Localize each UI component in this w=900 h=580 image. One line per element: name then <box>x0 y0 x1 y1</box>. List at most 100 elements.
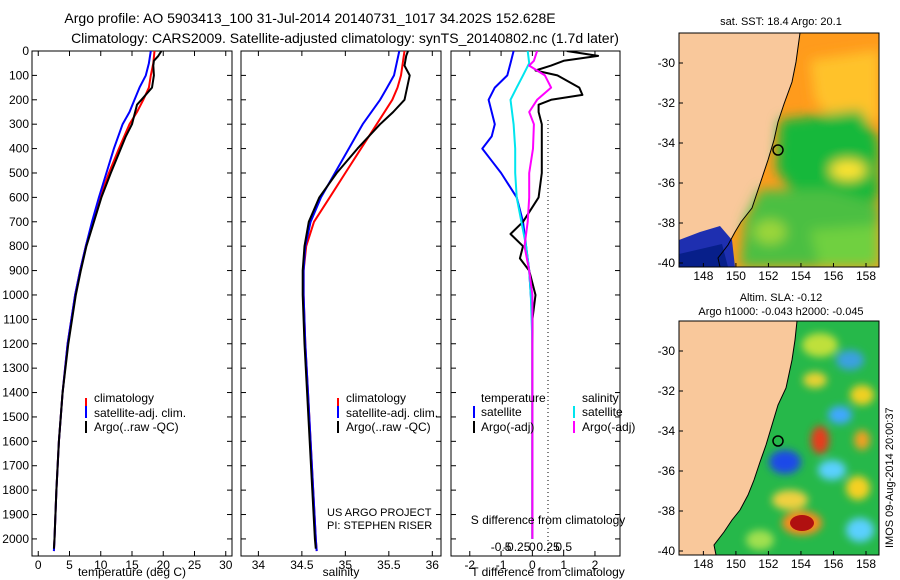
lat-tick-label: -32 <box>658 96 676 110</box>
legend-temperature-header: temperature <box>481 391 546 405</box>
x-tick-label: 0 <box>35 558 42 572</box>
depth-tick-label: 500 <box>9 166 29 180</box>
depth-tick-label: 200 <box>9 93 29 107</box>
difference-lines <box>481 51 600 539</box>
sla-high-anomaly <box>790 515 814 531</box>
lon-tick-label: 156 <box>823 269 843 283</box>
lat-tick-label: -40 <box>658 544 676 558</box>
depth-tick-label: 1800 <box>2 483 29 497</box>
lon-tick-label: 150 <box>726 269 746 283</box>
legend-t-satellite: satellite <box>481 405 522 419</box>
x-tick-label: 34.5 <box>290 558 314 572</box>
salinity-ticks: 34 34.5 35 35.5 36 <box>241 50 441 572</box>
imos-timestamp: IMOS 09-Aug-2014 20:00:37 <box>884 407 896 548</box>
depth-tick-labels: 0 100 200 300 400 500 600 700 800 900 1000 1100 1200… <box>2 44 29 546</box>
legend-t-argo: Argo(-adj) <box>481 420 534 434</box>
x-tick-label: 0 <box>529 558 536 572</box>
depth-tick-label: 1400 <box>2 386 29 400</box>
salinity-xlabel: salinity <box>323 565 360 579</box>
lat-tick-label: -40 <box>658 256 676 270</box>
depth-tick-label: 800 <box>9 239 29 253</box>
x-tick-label: -1 <box>496 558 507 572</box>
difference-ticks: -2 -1 0 1 2-0.5-0.250 0.250.5 <box>451 50 620 572</box>
temperature-legend: climatology satellite-adj. clim. Argo(..… <box>85 391 186 434</box>
depth-tick-label: 300 <box>9 117 29 131</box>
argo-marker <box>772 435 784 447</box>
lon-tick-label: 158 <box>856 557 876 571</box>
x-tick-label: 20 <box>157 558 171 572</box>
x-tick-label: 25 <box>188 558 202 572</box>
lat-tick-label: -34 <box>658 424 676 438</box>
difference-axes-frame <box>450 50 621 557</box>
lat-tick-label: -38 <box>658 504 676 518</box>
x-tick-label: 36 <box>426 558 440 572</box>
x-tick-label: 30 <box>219 558 233 572</box>
temperature-xlabel: temperature (deg C) <box>78 565 186 579</box>
legend-argo: Argo(..raw -QC) <box>94 420 179 434</box>
x-tick-label: 5 <box>66 558 73 572</box>
project-annotation: US ARGO PROJECT <box>327 507 432 519</box>
difference-legend: temperature salinity satellite Argo(-adj… <box>473 391 635 434</box>
s-tick-label: 0 <box>529 540 536 554</box>
lon-tick-label: 152 <box>758 557 778 571</box>
x-tick-label: -2 <box>464 558 475 572</box>
s-tick-label: 0.25 <box>536 540 560 554</box>
series-line <box>523 51 553 539</box>
depth-tick-label: 900 <box>9 264 29 278</box>
lon-tick-label: 148 <box>693 269 713 283</box>
lon-tick-label: 154 <box>791 557 811 571</box>
legend-climatology: climatology <box>94 391 154 405</box>
difference-panel: -2 -1 0 1 2-0.5-0.250 0.250.5 T difference fr… <box>450 50 635 579</box>
x-tick-label: 35 <box>339 558 353 572</box>
sla-map-title: Altim. SLA: -0.12 <box>740 292 823 304</box>
lat-tick-label: -30 <box>658 344 676 358</box>
sst-map-frame <box>678 32 880 268</box>
lon-tick-label: 148 <box>693 557 713 571</box>
temperature-axes-frame <box>31 50 233 557</box>
depth-tick-label: 1600 <box>2 434 29 448</box>
lat-tick-label: -36 <box>658 176 676 190</box>
sla-map-ticks: 148 150 152 154 156 158 -30 -32 -34 -36 -38 -40 <box>658 344 877 571</box>
lat-tick-label: -30 <box>658 56 676 70</box>
sla-map-panel: Altim. SLA: -0.12 Argo h1000: -0.043 h20… <box>658 292 880 571</box>
sla-map-subtitle: Argo h1000: -0.043 h2000: -0.045 <box>698 306 863 318</box>
legend-s-satellite: satellite <box>582 405 623 419</box>
depth-tick-label: 1000 <box>2 288 29 302</box>
legend-climatology: climatology <box>346 391 406 405</box>
x-tick-label: 15 <box>125 558 139 572</box>
x-tick-label: 2 <box>592 558 599 572</box>
sst-map-panel: sat. SST: 18.4 Argo: 20.1 148 150 152 154 15… <box>658 16 880 283</box>
lon-tick-label: 154 <box>791 269 811 283</box>
temperature-panel: 0 5 10 15 20 25 30 0 100 200 300 400 500 600 700 800 90… <box>2 44 232 579</box>
lat-tick-label: -34 <box>658 136 676 150</box>
sst-map-ticks: 148 150 152 154 156 158 -30 -32 -34 -36 -38 -40 <box>658 56 877 283</box>
salinity-axes-frame <box>240 50 442 557</box>
legend-salinity-header: salinity <box>582 391 619 405</box>
temperature-lines <box>52 51 163 552</box>
legend-satellite: satellite-adj. clim. <box>346 406 438 420</box>
x-tick-label: 34 <box>252 558 266 572</box>
depth-tick-label: 1900 <box>2 508 29 522</box>
x-tick-label: 35.5 <box>377 558 401 572</box>
sla-map-frame <box>678 320 880 556</box>
depth-tick-label: 1500 <box>2 410 29 424</box>
salinity-lines <box>301 51 411 552</box>
salinity-legend: climatology satellite-adj. clim. Argo(..… <box>337 391 438 434</box>
series-line <box>52 51 163 549</box>
depth-tick-label: 100 <box>9 68 29 82</box>
sla-map-image <box>679 321 879 555</box>
pi-annotation: PI: STEPHEN RISER <box>327 520 432 532</box>
lon-tick-label: 152 <box>758 269 778 283</box>
sst-map-title: sat. SST: 18.4 Argo: 20.1 <box>720 16 842 28</box>
depth-tick-label: 1200 <box>2 337 29 351</box>
salinity-panel: 34 34.5 35 35.5 36 salinity climatology sate… <box>240 50 442 579</box>
lon-tick-label: 150 <box>726 557 746 571</box>
ocean-area <box>714 321 879 555</box>
coastline <box>713 321 798 555</box>
x-tick-label: 1 <box>560 558 567 572</box>
legend-argo: Argo(..raw -QC) <box>346 420 431 434</box>
depth-tick-label: 1700 <box>2 459 29 473</box>
lat-tick-label: -36 <box>658 464 676 478</box>
difference-xlabel2: S difference from climatology <box>471 513 626 527</box>
